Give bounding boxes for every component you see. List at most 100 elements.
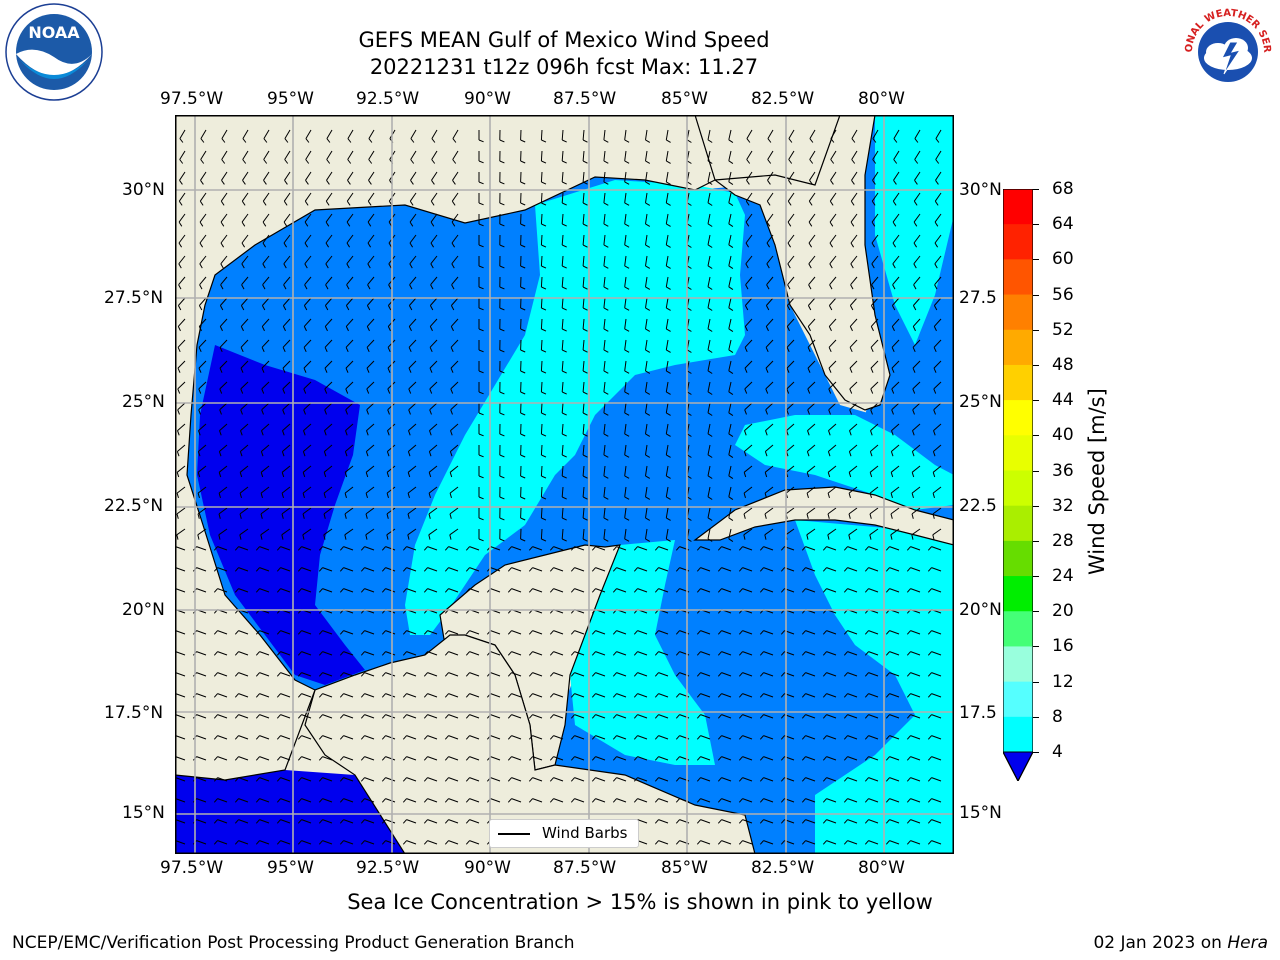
wind-barb-flag [255,693,260,698]
wind-barb-flag [499,433,505,437]
wind-barb [624,234,627,245]
wind-barb [238,798,249,803]
wind-barb-flag [450,326,454,332]
wind-barb [616,777,627,782]
wind-barb-flag [219,347,223,353]
wind-barb-flag [808,242,813,248]
footer-left: NCEP/EMC/Verification Post Processing Pr… [12,933,575,953]
wind-barb-flag [218,513,221,519]
wind-barb [868,630,879,635]
wind-barb-flag [654,798,659,803]
wind-barb-flag [430,242,435,248]
wind-barb [707,339,711,350]
wind-barb-flag [465,672,470,677]
wind-barb-flag [255,567,260,572]
wind-barb-flag [324,326,328,332]
wind-barb [582,339,585,351]
wind-barb [892,192,900,202]
wind-barb [890,465,900,473]
wind-barb [637,567,648,572]
wind-barb-flag [786,367,790,373]
chart-title: GEFS MEAN Gulf of Mexico Wind Speed [358,28,770,52]
wind-barb [851,129,858,139]
wind-barb [582,234,585,246]
wind-barb-flag [304,284,308,290]
wind-barb [200,171,207,181]
wind-barb-flag [499,412,505,416]
wind-barb [595,672,606,677]
wind-barb-flag [423,693,428,698]
wind-barb [849,339,858,348]
wind-barb-flag [297,840,302,845]
wind-barb-flag [827,534,830,540]
wind-barb [283,213,291,223]
wind-barb [301,840,312,845]
wind-barb [847,546,858,551]
wind-barb [847,819,858,824]
wind-barb [427,777,438,782]
wind-barb [540,255,543,267]
wind-barb-flag [801,735,806,740]
map-legend: Wind Barbs [489,819,639,848]
wind-barb [931,588,942,593]
wind-barb-flag [696,672,701,677]
wind-barb-flag [696,588,701,593]
wind-barb [805,546,816,551]
wind-barb [220,234,228,244]
wind-barb [869,528,879,536]
wind-barb [889,819,900,824]
wind-barb [262,297,270,306]
colorbar-tick-label: 60 [1052,249,1074,270]
wind-barb [645,528,648,539]
wind-barb-flag [318,588,323,593]
wind-barb [238,777,249,782]
wind-barb [429,381,438,390]
wind-barb-flag [499,160,505,164]
wind-barb-flag [849,347,853,353]
wind-barb-flag [528,798,533,803]
wind-barb-flag [822,777,827,782]
wind-barb-flag [633,693,638,698]
wind-barb [658,756,669,761]
wind-barb [603,528,606,539]
wind-barb [305,129,312,139]
wind-barb [872,171,879,181]
wind-barb [870,423,879,431]
wind-barb-flag [360,693,365,698]
wind-barb-flag [305,138,310,143]
wind-barb [238,714,249,719]
wind-barb-flag [675,651,680,656]
wind-barb-flag [686,538,692,542]
wind-barb [217,630,228,635]
wind-barb-flag [717,630,722,635]
wind-barb-flag [759,672,764,677]
wind-barb-flag [828,367,832,373]
wind-barb-flag [624,370,630,374]
wind-barb-flag [570,630,575,635]
wind-barb-flag [864,714,869,719]
wind-barb [343,630,354,635]
wind-barb [827,465,837,473]
wind-barb [282,444,291,452]
wind-barb-flag [465,840,470,845]
wind-barb-flag [871,242,876,248]
wind-barb [624,360,627,371]
wind-barb [765,360,774,369]
wind-barb [561,213,564,225]
wind-barb [303,444,312,452]
wind-barb-flag [339,714,344,719]
wind-barb [326,129,333,139]
wind-barb-flag [304,242,309,248]
wind-barb-flag [241,200,246,206]
wind-barb-flag [666,475,671,479]
wind-barb-flag [541,223,547,227]
wind-barb [343,693,354,698]
wind-barb [176,528,186,536]
wind-barb-flag [255,735,260,740]
wind-barb [744,381,753,390]
wind-barb-flag [744,409,747,415]
wind-barb-flag [318,567,323,572]
wind-barb [199,255,207,265]
wind-barb-flag [499,349,505,353]
wind-barb-flag [528,693,533,698]
